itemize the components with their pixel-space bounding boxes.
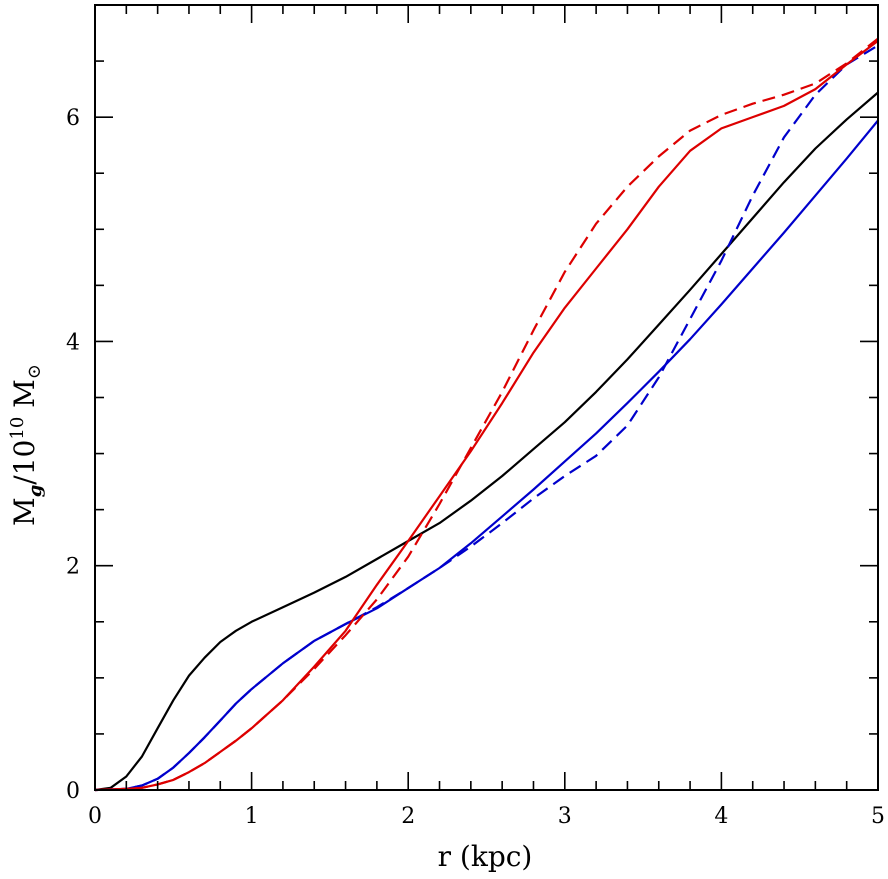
y-axis-title-main: M [8,497,41,526]
y-axis-title-slash: /10 [8,440,41,485]
x-tick-label: 1 [245,804,259,829]
series-layer [94,37,879,792]
x-tick-label: 5 [871,804,885,829]
series-line-4 [94,40,879,792]
y-axis-title-sun-symbol: ⊙ [24,364,45,379]
x-tick-label: 0 [88,804,102,829]
series-line-3 [94,44,879,792]
series-line-5 [94,37,879,792]
x-tick-label: 4 [714,804,728,829]
tick-label-layer: 0 1 2 3 4 5 0 2 4 6 [66,106,885,829]
y-axis-title-sub: g [25,485,46,498]
y-tick-label: 2 [66,555,80,580]
x-axis-title: r (kpc) [438,840,533,873]
x-tick-label: 2 [401,804,415,829]
plot-frame [94,4,879,791]
x-tick-label: 3 [558,804,572,829]
series-line-1 [94,91,879,792]
y-tick-label: 4 [66,330,80,355]
series-line-2 [94,119,879,792]
y-tick-label: 6 [66,106,80,131]
y-axis-title-unit: M [8,379,41,417]
tick-layer [94,4,879,791]
y-axis-title: Mg/1010 M⊙ [7,364,46,526]
y-tick-label: 0 [66,779,80,804]
y-axis-title-sup: 10 [7,417,28,440]
